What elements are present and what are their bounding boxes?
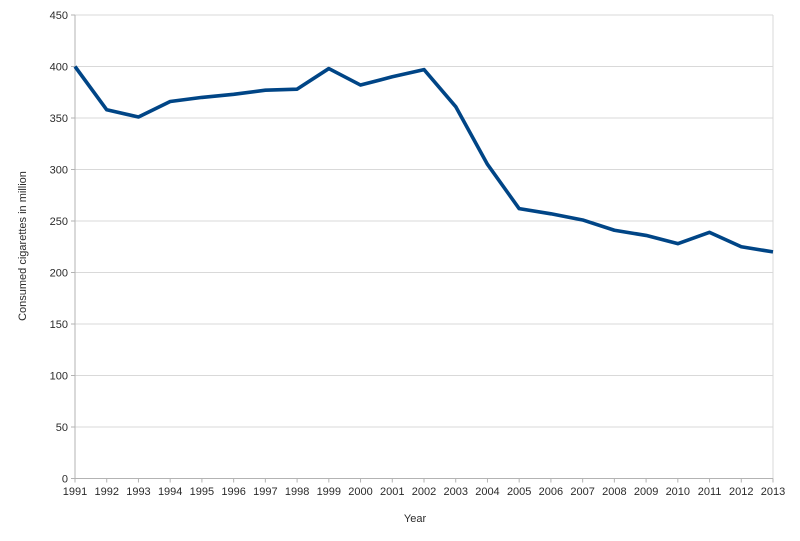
x-axis-tick-label: 1999 [317, 486, 341, 498]
x-axis-tick-label: 2005 [507, 486, 531, 498]
x-axis-tick-label: 2012 [729, 486, 753, 498]
y-axis-tick-label: 450 [50, 10, 68, 22]
x-axis-tick-label: 1991 [63, 486, 87, 498]
y-axis-title: Consumed cigarettes in million [17, 171, 29, 321]
x-axis-title: Year [403, 513, 427, 525]
x-axis-tick-label: 2003 [443, 486, 467, 498]
y-axis-tick-label: 100 [50, 371, 68, 383]
x-axis-tick-label: 1994 [158, 486, 182, 498]
y-axis-tick-label: 350 [50, 113, 68, 125]
y-axis-tick-label: 300 [50, 165, 68, 177]
x-axis-tick-label: 2010 [666, 486, 690, 498]
y-axis-tick-label: 250 [50, 216, 68, 228]
x-axis-tick-label: 2011 [698, 486, 722, 498]
x-axis-tick-label: 2001 [380, 486, 404, 498]
x-axis-tick-label: 2013 [761, 486, 785, 498]
x-axis-tick-label: 2009 [634, 486, 658, 498]
series-line [73, 65, 774, 254]
x-axis-tick-label: 2004 [475, 486, 499, 498]
x-axis-tick-label: 2007 [570, 486, 594, 498]
y-axis-tick-label: 50 [56, 422, 68, 434]
x-axis-tick-label: 1995 [190, 486, 214, 498]
x-axis-tick-label: 1996 [221, 486, 245, 498]
x-axis-tick-label: 1992 [94, 486, 118, 498]
x-axis-tick-label: 2008 [602, 486, 626, 498]
x-axis-tick-label: 2002 [412, 486, 436, 498]
x-axis-tick-label: 1997 [253, 486, 277, 498]
y-axis-tick-label: 0 [62, 474, 68, 486]
x-axis-tick-label: 1998 [285, 486, 309, 498]
y-axis-tick-label: 150 [50, 319, 68, 331]
x-axis-tick-label: 2000 [348, 486, 372, 498]
x-axis-tick-label: 1993 [126, 486, 150, 498]
y-axis-tick-label: 200 [50, 268, 68, 280]
y-axis-tick-label: 400 [50, 62, 68, 74]
x-axis-tick-label: 2006 [539, 486, 563, 498]
